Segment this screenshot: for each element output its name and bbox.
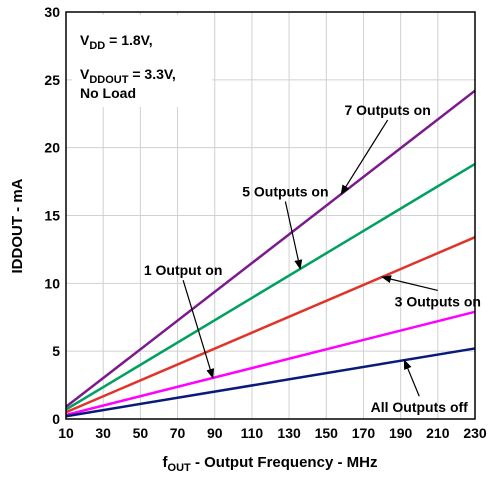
x-tick-label: 230 <box>463 425 487 441</box>
annotation-arrow-3 <box>182 280 215 379</box>
y-tick-label: 15 <box>44 208 60 224</box>
y-tick-labels: 0 5 10 15 20 25 30 <box>44 4 60 427</box>
y-tick-label: 30 <box>44 4 60 20</box>
annotation-label-2: 3 Outputs on <box>395 293 481 309</box>
x-tick-label: 90 <box>207 425 223 441</box>
plot-frame <box>65 11 476 420</box>
x-tick-label: 210 <box>426 425 450 441</box>
y-tick-label: 25 <box>44 72 60 88</box>
annotations: 7 Outputs on 5 Outputs on 3 Outputs on 1 Ou… <box>144 102 481 415</box>
x-tick-label: 50 <box>133 425 149 441</box>
annotation-label-4: All Outputs off <box>371 399 469 415</box>
y-tick-label: 0 <box>52 411 60 427</box>
x-tick-label: 10 <box>58 425 74 441</box>
annotation-arrow-4 <box>403 359 420 397</box>
series-line-0 <box>65 89 476 408</box>
annotation-label-0: 7 Outputs on <box>344 102 430 118</box>
conditions-background <box>72 15 212 107</box>
series-line-3 <box>65 310 476 417</box>
series-line-1 <box>65 162 476 411</box>
series-lines <box>65 89 476 418</box>
x-tick-label: 30 <box>95 425 111 441</box>
vdd-condition: VDD = 1.8V, <box>80 32 153 52</box>
x-tick-label: 190 <box>389 425 413 441</box>
conditions-box: VDD = 1.8V, VDDOUT = 3.3V, No Load <box>72 15 212 107</box>
annotation-arrow-2 <box>381 275 438 291</box>
y-tick-label: 5 <box>52 343 60 359</box>
x-tick-label: 150 <box>315 425 339 441</box>
x-tick-label: 70 <box>170 425 186 441</box>
x-tick-label: 130 <box>277 425 301 441</box>
x-axis-label: fOUT - Output Frequency - MHz <box>163 454 378 474</box>
y-tick-label: 20 <box>44 140 60 156</box>
load-condition: No Load <box>80 85 136 101</box>
annotation-arrow-1 <box>284 201 303 270</box>
x-tick-label: 170 <box>352 425 376 441</box>
annotation-arrow-0 <box>340 119 389 195</box>
x-tick-labels: 10 30 50 70 90 110 130 150 170 190 210 230 <box>58 425 487 441</box>
annotation-label-3: 1 Output on <box>144 262 223 278</box>
y-axis-label: IDDOUT - mA <box>9 178 26 273</box>
series-line-2 <box>65 236 476 414</box>
vddout-condition: VDDOUT = 3.3V, <box>80 66 176 86</box>
annotation-label-1: 5 Outputs on <box>242 184 328 200</box>
x-tick-label: 110 <box>241 425 264 441</box>
y-tick-label: 10 <box>44 275 60 291</box>
